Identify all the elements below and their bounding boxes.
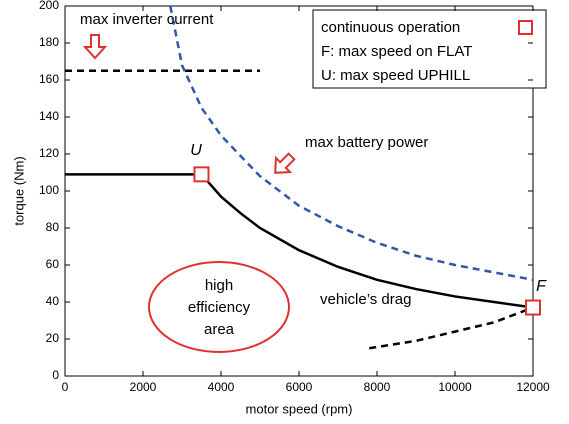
annotation: vehicle’s drag — [320, 291, 411, 308]
x-axis-label: motor speed (rpm) — [246, 401, 353, 416]
y-tick-label: 40 — [46, 294, 60, 308]
ellipse-text: efficiency — [188, 299, 251, 316]
y-axis-label: torque (Nm) — [11, 156, 26, 225]
annotation: max inverter current — [80, 11, 214, 28]
y-tick-label: 80 — [46, 220, 60, 234]
y-tick-label: 120 — [39, 146, 59, 160]
efficiency-ellipse — [148, 261, 290, 353]
marker — [525, 299, 541, 316]
y-tick-label: 100 — [39, 183, 59, 197]
legend-box — [312, 9, 547, 89]
x-tick-label: 10000 — [438, 380, 472, 394]
legend-entry: continuous operation — [321, 19, 460, 36]
x-tick-label: 6000 — [286, 380, 313, 394]
arrow — [274, 152, 296, 174]
ellipse-text: area — [204, 321, 235, 338]
marker — [193, 166, 210, 183]
legend-entry: U: max speed UPHILL — [321, 67, 470, 84]
y-tick-label: 140 — [39, 109, 59, 123]
line — [169, 5, 534, 282]
ellipse-text: high — [205, 277, 233, 294]
annotation: U — [190, 142, 202, 159]
annotation: max battery power — [305, 134, 428, 151]
x-tick-label: 8000 — [364, 380, 391, 394]
y-tick-label: 160 — [39, 72, 59, 86]
y-tick-label: 60 — [46, 257, 60, 271]
x-tick-label: 2000 — [130, 380, 157, 394]
arrow — [82, 34, 108, 60]
line — [369, 306, 534, 350]
arrow-shape — [274, 152, 296, 174]
legend-marker — [518, 20, 533, 35]
y-tick-label: 180 — [39, 35, 59, 49]
x-tick-label: 0 — [62, 380, 69, 394]
line — [65, 173, 534, 309]
y-tick-label: 20 — [46, 331, 60, 345]
legend-entry: F: max speed on FLAT — [321, 43, 472, 60]
x-tick-label: 4000 — [208, 380, 235, 394]
annotation: F — [536, 278, 547, 295]
x-tick-label: 12000 — [516, 380, 550, 394]
y-tick-label: 200 — [39, 0, 59, 12]
y-tick-label: 0 — [52, 368, 59, 382]
